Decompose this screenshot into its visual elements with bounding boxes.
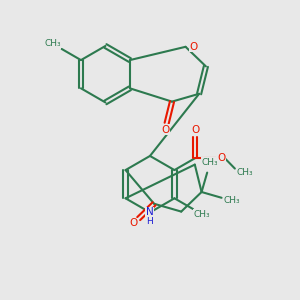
Text: O: O <box>130 218 138 228</box>
Text: O: O <box>191 125 199 135</box>
Text: CH₃: CH₃ <box>202 158 218 166</box>
Text: CH₃: CH₃ <box>224 196 240 205</box>
Text: O: O <box>161 124 169 135</box>
Text: CH₃: CH₃ <box>236 168 253 177</box>
Text: N: N <box>146 207 153 218</box>
Text: O: O <box>190 42 198 52</box>
Text: CH₃: CH₃ <box>194 210 210 219</box>
Text: O: O <box>218 153 226 163</box>
Text: CH₃: CH₃ <box>44 39 61 48</box>
Text: H: H <box>146 218 153 226</box>
